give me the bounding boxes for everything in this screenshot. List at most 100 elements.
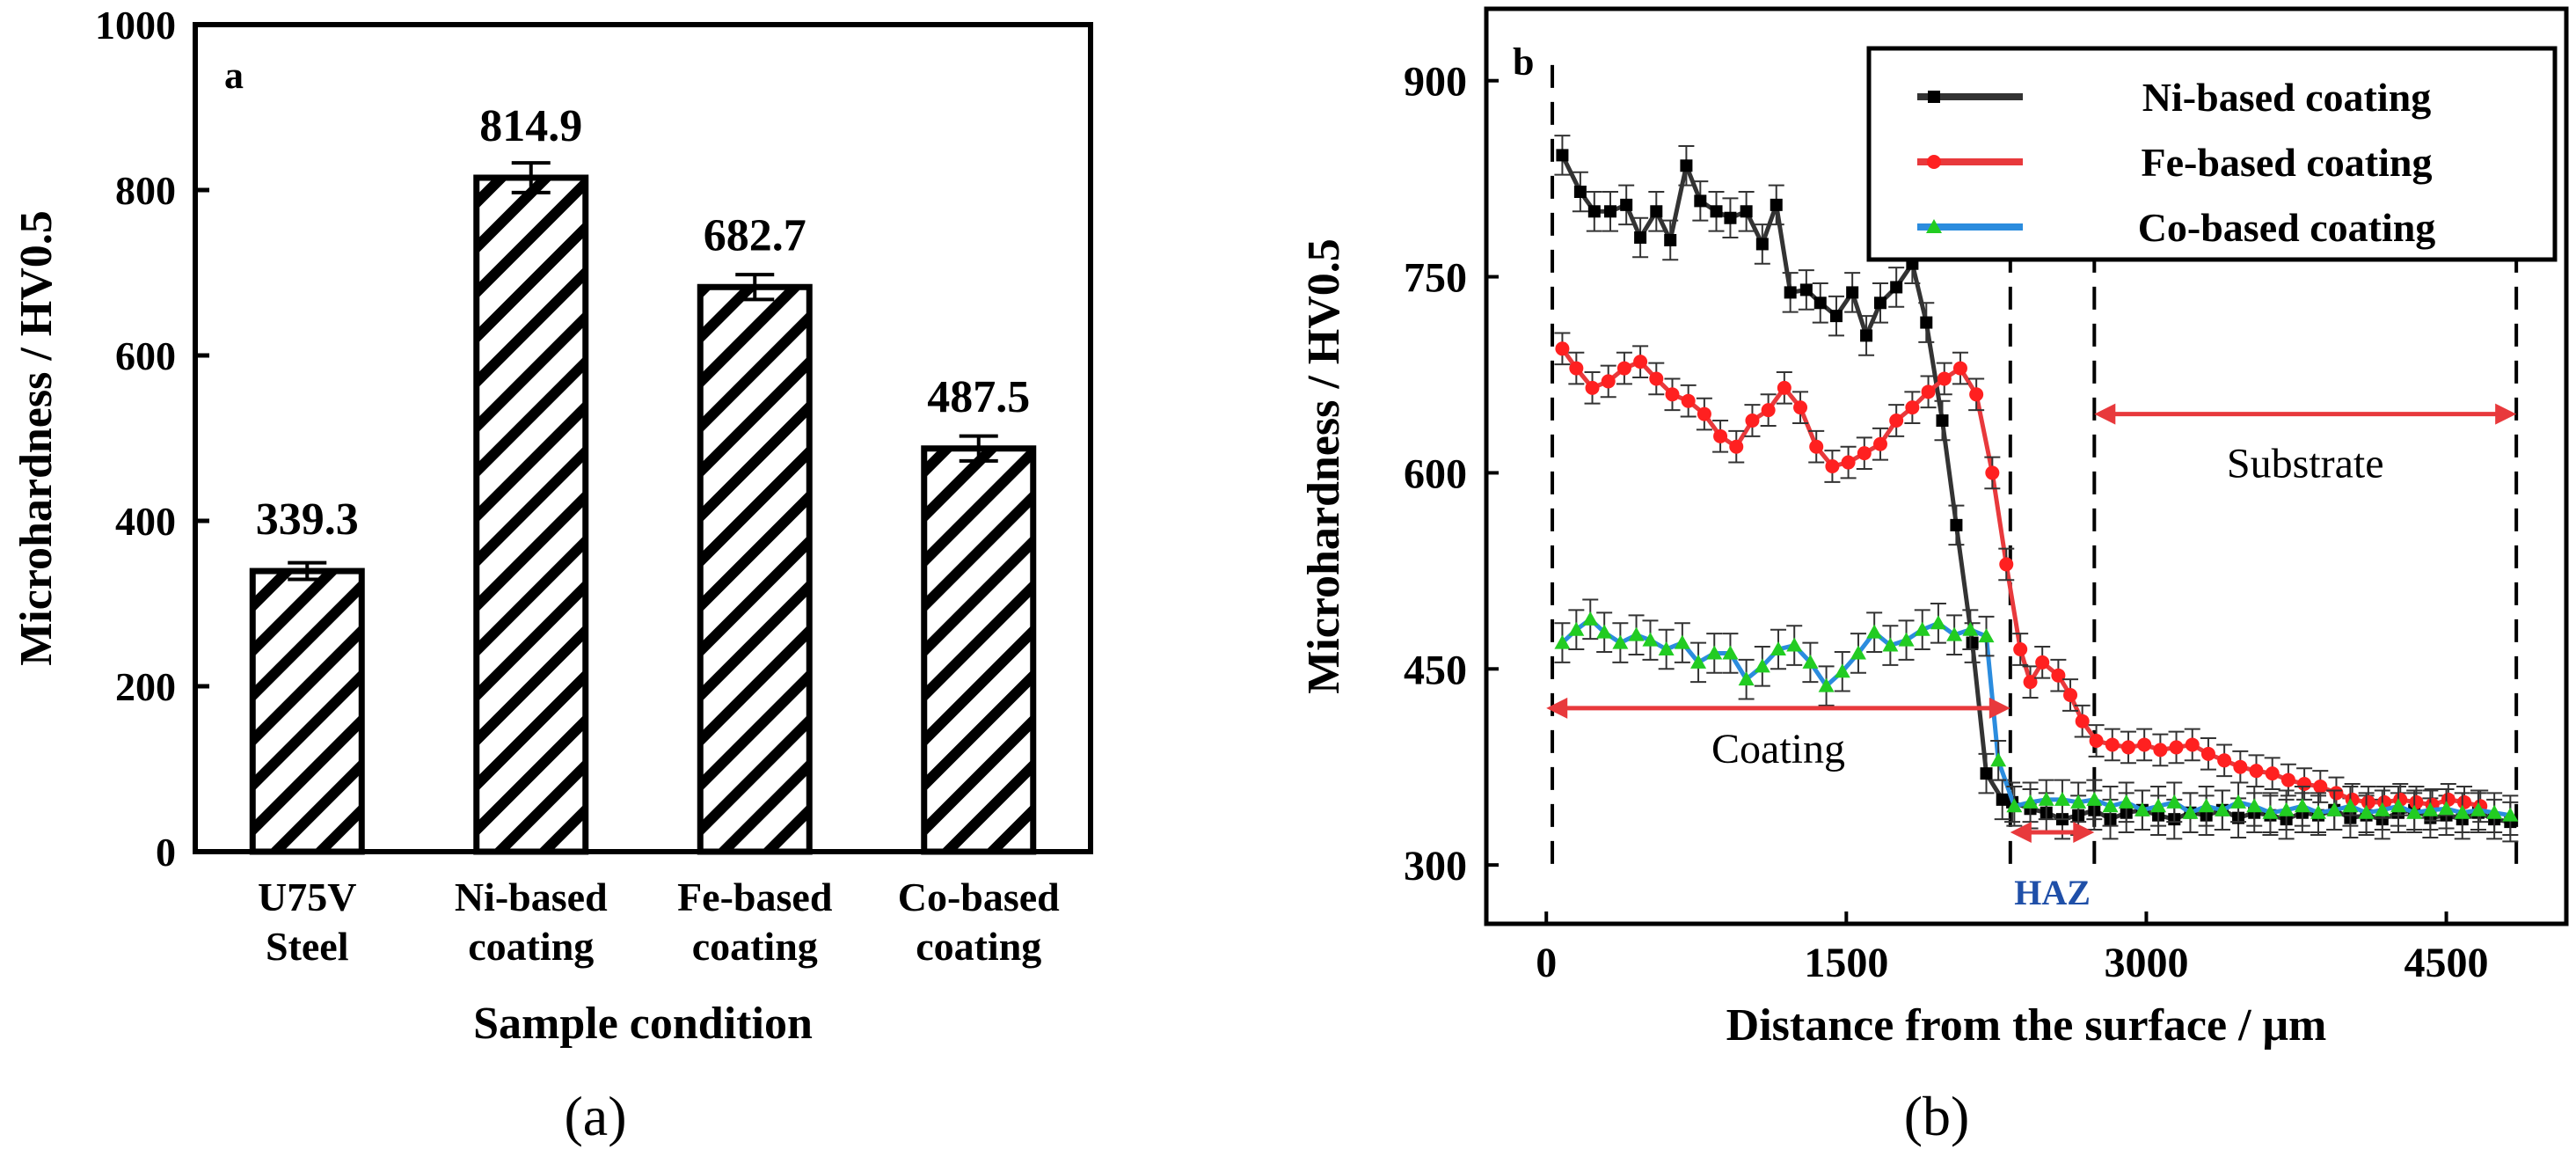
data-point — [1690, 654, 1707, 669]
x-tick-label: 0 — [1536, 940, 1557, 986]
data-point — [2150, 798, 2167, 813]
data-point — [2217, 753, 2232, 768]
panel-a-frame — [193, 22, 1093, 854]
data-point — [1555, 341, 1570, 356]
data-point — [2022, 794, 2039, 809]
data-point — [1809, 439, 1824, 454]
data-point — [1978, 628, 1995, 643]
data-point — [1786, 637, 1803, 652]
x-tick-label: Ni-based — [455, 875, 608, 919]
data-point — [1658, 641, 1675, 655]
y-tick-label: 600 — [115, 333, 176, 378]
data-point — [1999, 557, 2014, 572]
data-point — [1612, 634, 1629, 649]
data-point — [2502, 807, 2519, 822]
data-point — [1784, 286, 1797, 299]
legend-marker — [1926, 219, 1942, 233]
bar — [473, 174, 589, 855]
data-point — [1569, 361, 1584, 376]
data-point — [1740, 205, 1753, 218]
data-point — [1729, 439, 1744, 454]
series-2 — [1554, 332, 2489, 824]
y-tick-label: 0 — [156, 830, 176, 875]
bar-value-label: 682.7 — [704, 210, 806, 260]
data-point — [2374, 802, 2390, 816]
data-point — [1905, 400, 1920, 415]
data-point — [1674, 634, 1690, 649]
bar — [921, 445, 1037, 855]
data-point — [1930, 615, 1946, 630]
x-tick-label: 4500 — [2405, 940, 2489, 986]
data-point — [2120, 740, 2135, 755]
data-point — [1568, 621, 1585, 636]
data-point — [2310, 804, 2327, 819]
panel-b-label: b — [1513, 40, 1534, 84]
data-point — [2342, 798, 2359, 813]
data-point — [1745, 414, 1760, 428]
data-point — [1755, 238, 1769, 251]
data-point — [2441, 792, 2456, 807]
panel-a-caption: (a) — [564, 1085, 626, 1147]
data-point — [1882, 637, 1899, 652]
arrow-head — [2094, 403, 2116, 425]
data-point — [2185, 737, 2200, 752]
data-point — [1914, 621, 1930, 636]
data-point — [1649, 371, 1664, 386]
panel-a-bar-chart: a 0 200 400 600 800 1000 339.3 814.9 682.7 487.5… — [11, 3, 1093, 1147]
data-point — [1920, 316, 1933, 329]
data-point — [2070, 794, 2087, 809]
data-point — [2409, 794, 2424, 809]
data-point — [1680, 159, 1693, 172]
data-point — [1777, 380, 1792, 395]
data-point — [1990, 752, 2007, 767]
data-point — [2006, 798, 2023, 813]
x-tick-label: Steel — [266, 924, 349, 969]
data-point — [2038, 791, 2054, 806]
data-point — [1681, 393, 1696, 408]
data-point — [1834, 663, 1850, 678]
data-point — [1850, 645, 1866, 660]
data-point — [1966, 636, 1979, 649]
panel-b-legend: Ni-based coating Fe-based coating Co-based… — [1866, 46, 2558, 262]
data-point — [2200, 746, 2215, 761]
x-tick-label: 1500 — [1804, 940, 1888, 986]
data-point — [1665, 387, 1680, 402]
panel-a-y-axis-title: Microhardness / HV0.5 — [11, 210, 62, 666]
data-point — [1825, 459, 1840, 473]
y-tick-label: 450 — [1404, 647, 1467, 693]
data-point — [1857, 446, 1872, 461]
data-point — [2406, 804, 2423, 819]
annotation-label: Coating — [1711, 726, 1845, 772]
data-point — [2063, 688, 2078, 702]
data-point — [2361, 794, 2375, 809]
panel-b-y-axis: 300 450 600 750 900 — [1404, 59, 1499, 889]
data-point — [2023, 675, 2038, 690]
annotation-label: HAZ — [2014, 873, 2091, 912]
data-point — [1582, 611, 1599, 626]
data-point — [1921, 384, 1936, 399]
panel-b-line-chart: b Coating HAZ Substrate 300 450 600 750 900 0 1… — [1299, 6, 2569, 1147]
data-point — [1890, 281, 1903, 294]
data-point — [2457, 794, 2472, 809]
data-point — [1616, 361, 1631, 376]
data-point — [2054, 791, 2070, 806]
data-point — [1889, 414, 1904, 428]
x-tick-label: Co-based — [898, 875, 1060, 919]
x-tick-label: coating — [468, 924, 594, 969]
data-point — [1952, 361, 1967, 376]
data-point — [2326, 802, 2343, 816]
data-point — [1872, 436, 1887, 451]
data-point — [2265, 766, 2280, 781]
y-tick-label: 300 — [1404, 843, 1467, 889]
y-tick-label: 400 — [115, 499, 176, 544]
data-point — [1962, 621, 1979, 636]
panel-b-annotations: Coating HAZ Substrate — [1546, 403, 2517, 912]
panel-b-caption: (b) — [1904, 1085, 1970, 1147]
data-point — [1761, 403, 1776, 418]
data-point — [2214, 802, 2230, 816]
y-tick-label: 1000 — [95, 3, 176, 48]
data-point — [1724, 211, 1737, 224]
arrow-head — [1546, 697, 1568, 719]
data-point — [1634, 231, 1647, 244]
